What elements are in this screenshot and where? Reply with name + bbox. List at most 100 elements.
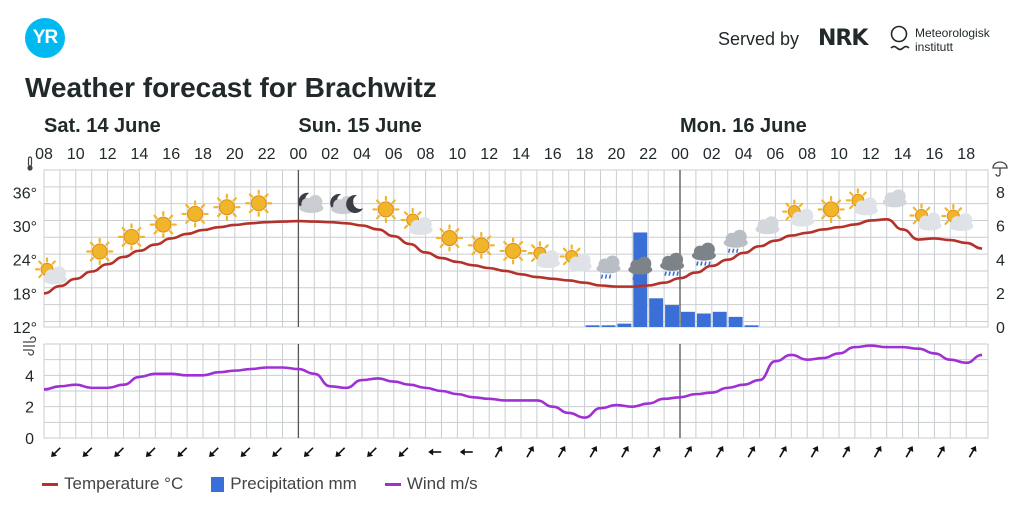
wind-arrow <box>428 448 442 456</box>
hour-label: 00 <box>290 146 308 163</box>
day-label: Mon. 16 June <box>680 115 807 137</box>
sun-icon <box>86 237 114 266</box>
hour-label: 06 <box>767 146 785 163</box>
precip-bar <box>617 323 632 327</box>
wind-arrow <box>303 447 314 457</box>
partly-sunny-icon <box>527 240 560 269</box>
wind-arrow <box>968 445 977 458</box>
day-label: Sat. 14 June <box>44 115 161 137</box>
legend-temperature[interactable]: Temperature °C <box>42 474 183 494</box>
partly-sunny-icon <box>34 257 67 285</box>
legend-temperature-label: Temperature °C <box>64 474 184 493</box>
legend-precipitation-label: Precipitation mm <box>230 474 357 493</box>
precip-tick-label: 4 <box>996 252 1005 269</box>
hour-label: 08 <box>35 146 53 163</box>
met-institute-logo[interactable]: Meteorologisk institutt <box>915 26 990 54</box>
yr-logo[interactable]: YR <box>25 18 65 58</box>
hour-label: 16 <box>926 146 944 163</box>
wind-arrow <box>177 447 188 457</box>
day-label: Sun. 15 June <box>298 115 421 137</box>
hour-label: 22 <box>258 146 276 163</box>
sun-icon <box>467 231 495 259</box>
legend-wind-swatch <box>384 482 401 486</box>
wind-arrow <box>335 447 346 457</box>
wind-arrow <box>842 445 851 458</box>
plot-frame <box>43 169 989 328</box>
sun-icon <box>435 224 464 252</box>
wind-arrow <box>209 447 219 457</box>
partly-sunny-icon <box>941 203 974 232</box>
met-line-2: institutt <box>915 40 954 54</box>
moon-icon <box>346 195 364 214</box>
hour-label: 18 <box>957 146 975 163</box>
temperature-line <box>43 218 983 295</box>
forecast-chart: Sat. 14 June Sun. 15 June Mon. 16 June 08 1… <box>13 115 1008 458</box>
heavy-rain-icon <box>628 256 653 280</box>
legend-wind[interactable]: Wind m/s <box>384 474 478 494</box>
sun-icon <box>817 195 845 224</box>
wind-tick-label: 2 <box>25 400 34 417</box>
hour-label: 10 <box>67 146 85 163</box>
hour-label: 16 <box>162 146 180 163</box>
nrk-logo[interactable]: NRK <box>818 26 868 51</box>
hour-label: 20 <box>608 146 626 163</box>
sun-icon <box>149 210 177 239</box>
wind-arrow <box>621 445 629 458</box>
wind-arrow <box>272 447 283 457</box>
wind-arrow <box>715 445 724 458</box>
temp-tick-label: 30° <box>13 219 37 236</box>
temp-tick-label: 12° <box>13 320 37 337</box>
precip-bar <box>681 311 695 327</box>
hour-label: 10 <box>830 146 848 163</box>
partly-sunny-icon <box>559 244 592 272</box>
legend-precipitation[interactable]: Precipitation mm <box>211 474 357 494</box>
hour-label: 18 <box>194 146 212 163</box>
precip-bar <box>601 325 616 327</box>
wind-icon <box>23 336 37 356</box>
temp-tick-label: 36° <box>13 185 37 202</box>
temp-tick-label: 24° <box>13 253 37 270</box>
hour-label: 20 <box>226 146 244 163</box>
page-title: Weather forecast for Brachwitz <box>25 72 437 103</box>
wind-arrow <box>367 447 377 457</box>
legend-temperature-swatch <box>42 482 58 486</box>
sun-icon <box>372 195 400 224</box>
sun-icon <box>245 189 273 217</box>
hour-label: 12 <box>99 146 117 163</box>
met-line-1: Meteorologisk <box>915 26 990 40</box>
wind-arrow <box>937 445 945 458</box>
wind-arrow <box>51 447 61 457</box>
precip-tick-label: 2 <box>996 286 1005 303</box>
legend-wind-label: Wind m/s <box>406 474 478 493</box>
umbrella-icon <box>992 161 1008 177</box>
partly-sunny-icon <box>845 188 878 216</box>
precip-bar <box>728 316 743 327</box>
precip-bar <box>744 325 759 327</box>
wind-arrow <box>905 445 914 458</box>
met-institute-icon <box>890 25 910 51</box>
wind-arrow <box>240 447 251 457</box>
hour-label: 22 <box>639 146 657 163</box>
hour-label: 06 <box>385 146 403 163</box>
thermometer-icon <box>27 156 33 171</box>
moon-cloud-icon <box>298 192 324 214</box>
rain-cloud-icon <box>723 229 748 253</box>
precip-tick-label: 6 <box>996 219 1005 236</box>
hour-label: 04 <box>353 146 371 163</box>
wind-arrow <box>459 448 473 456</box>
precip-bar <box>665 305 679 327</box>
rain-cloud-icon <box>596 255 621 279</box>
precip-bar <box>696 313 711 327</box>
wind-arrow <box>684 445 693 458</box>
wind-arrow <box>779 445 787 458</box>
wind-arrow <box>114 447 125 457</box>
hour-label: 10 <box>449 146 467 163</box>
precip-bar <box>585 325 600 327</box>
hour-label: 08 <box>798 146 816 163</box>
hour-label: 08 <box>417 146 435 163</box>
wind-arrow <box>810 445 819 458</box>
precip-bar <box>649 298 664 327</box>
sun-icon <box>499 237 527 265</box>
hour-label: 00 <box>671 146 689 163</box>
hour-label: 04 <box>735 146 753 163</box>
